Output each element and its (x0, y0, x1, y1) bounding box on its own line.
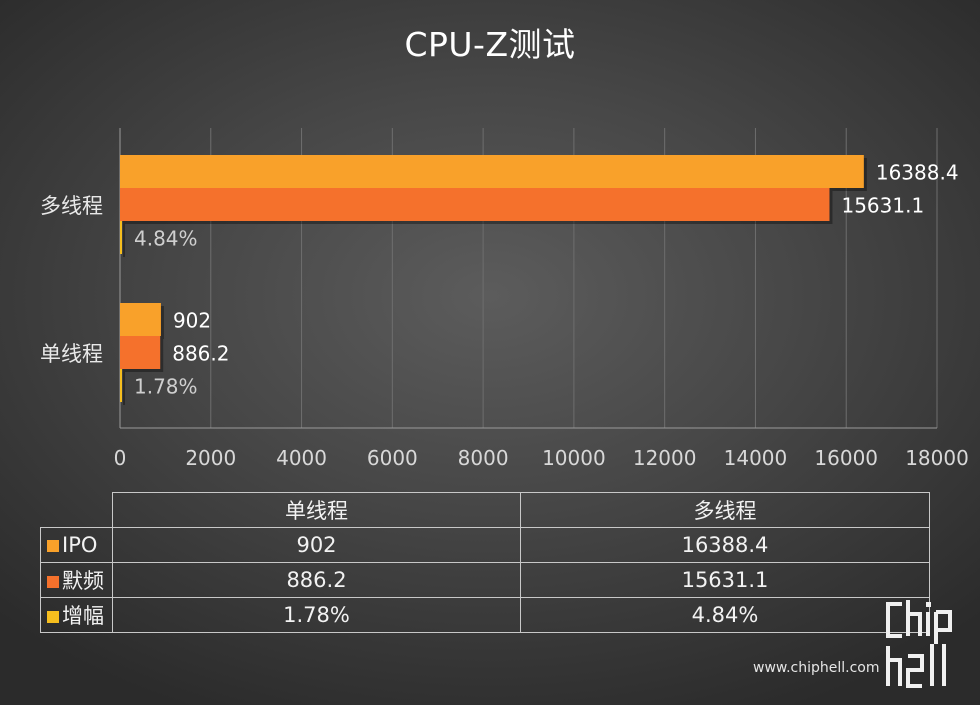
bar-增幅-单线程 (120, 369, 122, 402)
cell-ipo-single: 902 (112, 527, 521, 563)
row-label-default: 默频 (62, 569, 104, 593)
cell-gain-multi: 4.84% (520, 597, 930, 633)
x-tick-4000: 4000 (276, 446, 327, 470)
table-row-default: 默频 886.2 15631.1 (40, 562, 930, 598)
table-header-single: 单线程 (112, 492, 521, 528)
table-corner (40, 492, 113, 528)
legend-swatch-gain (47, 611, 59, 623)
data-label-0-1: 16388.4 (876, 161, 959, 185)
x-tick-6000: 6000 (367, 446, 418, 470)
table-header-row: 单线程 多线程 (40, 492, 930, 528)
cell-gain-single: 1.78% (112, 597, 521, 633)
chart-title: CPU-Z测试 (404, 25, 576, 64)
x-tick-14000: 14000 (724, 446, 788, 470)
row-label-ipo: IPO (62, 533, 98, 557)
bar-IPO-多线程 (120, 155, 864, 188)
legend-swatch-default (47, 576, 59, 588)
table-row-ipo: IPO 902 16388.4 (40, 527, 930, 563)
x-tick-18000: 18000 (905, 446, 969, 470)
table-row-gain: 增幅 1.78% 4.84% (40, 597, 930, 633)
watermark-url: www.chiphell.com (753, 660, 880, 676)
bars: 902 886.2 1.78% 16388.4 15631.1 4.84% (120, 155, 959, 405)
data-label-1-0: 886.2 (172, 342, 229, 366)
bar-shadow-2-1 (123, 224, 125, 257)
bar-默频-多线程 (120, 188, 830, 221)
category-label-0: 单线程 (40, 342, 103, 366)
cell-default-multi: 15631.1 (520, 562, 930, 598)
data-label-2-1: 4.84% (134, 227, 198, 251)
x-tick-16000: 16000 (814, 446, 878, 470)
data-table: 单线程 多线程 IPO 902 16388.4 默频 886.2 15631.1… (40, 492, 930, 633)
data-label-2-0: 1.78% (134, 375, 198, 399)
x-tick-0: 0 (114, 446, 127, 470)
bar-增幅-多线程 (120, 221, 122, 254)
table-header-multi: 多线程 (520, 492, 930, 528)
category-label-1: 多线程 (40, 194, 103, 218)
x-tick-10000: 10000 (542, 446, 606, 470)
legend-swatch-ipo (47, 540, 59, 552)
chiphell-logo (886, 600, 952, 688)
cell-default-single: 886.2 (112, 562, 521, 598)
x-tick-labels: 0 2000 4000 6000 8000 10000 12000 14000 16000 180… (114, 446, 969, 470)
bar-默频-单线程 (120, 336, 161, 369)
bar-IPO-单线程 (120, 303, 161, 336)
cell-ipo-multi: 16388.4 (520, 527, 930, 563)
row-label-gain: 增幅 (62, 604, 104, 628)
data-label-0-0: 902 (173, 309, 211, 333)
x-tick-2000: 2000 (185, 446, 236, 470)
x-tick-8000: 8000 (458, 446, 509, 470)
data-label-1-1: 15631.1 (841, 194, 924, 218)
x-tick-12000: 12000 (633, 446, 697, 470)
bar-shadow-2-0 (123, 372, 125, 405)
